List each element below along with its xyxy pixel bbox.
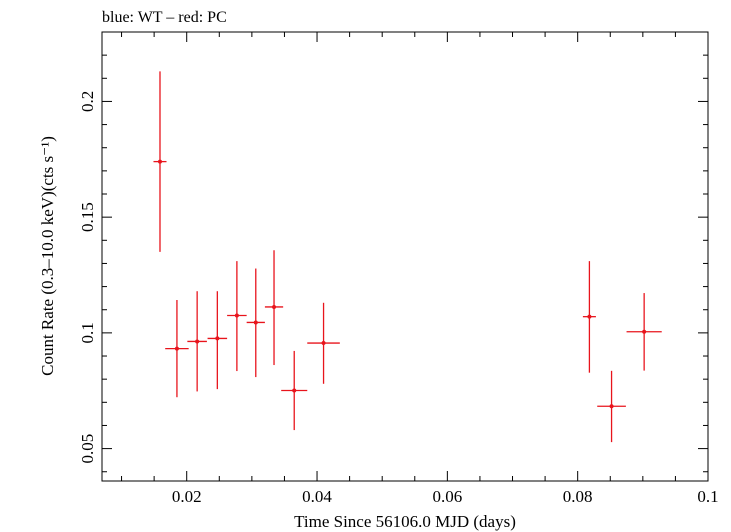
data-point (597, 370, 626, 443)
point-marker (272, 304, 277, 309)
point-marker (174, 346, 179, 351)
data-point (307, 302, 340, 384)
data-point (626, 293, 662, 371)
point-marker (292, 388, 297, 393)
data-point (281, 350, 308, 431)
x-axis: 0.02 0.04 0.06 0.08 0.1 (121, 32, 719, 506)
y-tick-label: 0.1 (78, 322, 97, 343)
plot-frame (101, 31, 709, 482)
point-marker (195, 339, 200, 344)
x-tick-label: 0.02 (172, 487, 202, 506)
data-point (153, 71, 167, 252)
y-axis: 0.05 0.1 0.15 0.2 (78, 31, 708, 473)
data-point (246, 268, 265, 378)
chart-title: blue: WT – red: PC (102, 9, 227, 26)
data-points (153, 71, 662, 443)
x-tick-label: 0.04 (302, 487, 332, 506)
y-tick-label: 0.05 (78, 434, 97, 464)
x-tick-label: 0.1 (697, 487, 718, 506)
point-marker (215, 336, 220, 341)
point-marker (321, 341, 326, 346)
y-tick-label: 0.15 (78, 202, 97, 232)
data-point (187, 291, 207, 392)
data-point (227, 261, 247, 372)
data-point (582, 261, 596, 373)
x-axis-label: Time Since 56106.0 MJD (days) (294, 512, 516, 531)
point-marker (234, 313, 239, 318)
data-point (207, 291, 228, 390)
data-point (165, 300, 189, 398)
x-tick-label: 0.06 (432, 487, 462, 506)
point-marker (157, 159, 162, 164)
point-marker (253, 320, 258, 325)
y-tick-label: 0.2 (78, 91, 97, 112)
point-marker (609, 404, 614, 409)
data-point (264, 250, 284, 366)
x-tick-label: 0.08 (563, 487, 593, 506)
point-marker (587, 314, 592, 319)
y-axis-label: Count Rate (0.3–10.0 keV)(cts s⁻¹) (38, 136, 57, 376)
point-marker (642, 329, 647, 334)
